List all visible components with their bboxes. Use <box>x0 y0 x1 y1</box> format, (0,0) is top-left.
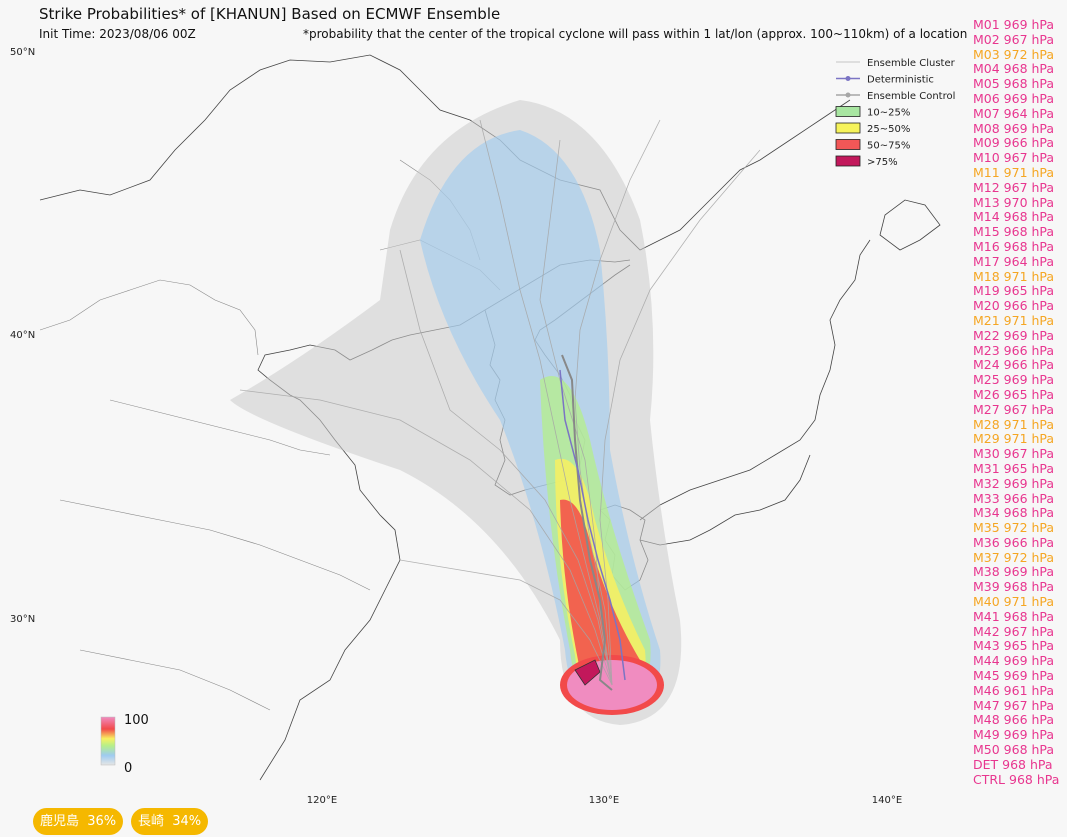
member-entry: M15 968 hPa <box>973 224 1055 240</box>
member-entry: M44 969 hPa <box>973 653 1055 669</box>
legend-label: Ensemble Control <box>867 91 955 102</box>
lat-label: 30°N <box>10 614 35 625</box>
lon-label: 140°E <box>872 795 902 806</box>
member-entry: M17 964 hPa <box>973 253 1055 269</box>
title: Strike Probabilities* of [KHANUN] Based … <box>39 5 501 23</box>
member-entry: M03 972 hPa <box>973 46 1055 62</box>
init-time: Init Time: 2023/08/06 00Z <box>39 27 196 41</box>
member-entry: M49 969 hPa <box>973 727 1055 743</box>
member-entry: M12 967 hPa <box>973 179 1055 195</box>
member-entry: M01 969 hPa <box>973 17 1055 32</box>
member-entry: M38 969 hPa <box>973 564 1055 580</box>
location-badge: 長崎 34% <box>131 808 209 835</box>
member-entry: M25 969 hPa <box>973 372 1055 388</box>
legend-label: >75% <box>867 157 898 168</box>
legend-swatch <box>835 106 861 117</box>
control-track <box>561 354 613 691</box>
member-entry: M41 968 hPa <box>973 608 1055 624</box>
lat-label: 50°N <box>10 47 35 58</box>
legend-label: 50~75% <box>867 141 910 152</box>
legend-label: Deterministic <box>867 75 934 86</box>
member-entry: M46 961 hPa <box>973 682 1055 698</box>
legend-swatch <box>835 139 861 150</box>
member-entry: M18 971 hPa <box>973 268 1055 284</box>
member-entry: M48 966 hPa <box>973 712 1055 728</box>
member-entry: M33 966 hPa <box>973 490 1055 506</box>
member-entry: M14 968 hPa <box>973 209 1055 225</box>
legend-swatch <box>835 155 861 167</box>
member-entry: M11 971 hPa <box>973 164 1055 180</box>
lon-label: 120°E <box>307 795 337 806</box>
member-entry: M26 965 hPa <box>973 386 1055 402</box>
member-list: M01 969 hPa M02 967 hPa M03 972 hPa M04 968… <box>973 17 1060 787</box>
member-entry: M23 966 hPa <box>973 342 1055 358</box>
colorbar-min: 0 <box>124 761 132 776</box>
member-entry: M02 967 hPa <box>973 31 1055 47</box>
member-entry: M27 967 hPa <box>973 401 1055 417</box>
member-entry: M29 971 hPa <box>973 431 1055 447</box>
legend-label: 25~50% <box>867 124 910 135</box>
legend-dot <box>845 92 851 98</box>
member-entry: M20 966 hPa <box>973 298 1055 314</box>
lat-label: 40°N <box>10 330 35 341</box>
member-entry: CTRL 968 hPa <box>973 771 1060 787</box>
legend: Ensemble Cluster Deterministic Ensemble Co… <box>835 58 956 168</box>
member-entry: M05 968 hPa <box>973 76 1055 92</box>
member-entry: M35 972 hPa <box>973 520 1055 536</box>
member-entry: M32 969 hPa <box>973 475 1055 491</box>
member-entry: M08 969 hPa <box>973 120 1055 136</box>
member-entry: M21 971 hPa <box>973 312 1055 328</box>
member-entry: M10 967 hPa <box>973 150 1055 166</box>
location-badge: 鹿児島 36% <box>33 808 124 835</box>
member-entry: M39 968 hPa <box>973 579 1055 595</box>
member-entry: M34 968 hPa <box>973 505 1055 521</box>
member-entry: M04 968 hPa <box>973 61 1055 77</box>
deterministic-track <box>559 369 626 681</box>
member-entry: M24 966 hPa <box>973 357 1055 373</box>
member-entry: M50 968 hPa <box>973 742 1055 758</box>
member-entry: M16 968 hPa <box>973 238 1055 254</box>
legend-label: 10~25% <box>867 108 910 119</box>
member-entry: M31 965 hPa <box>973 460 1055 476</box>
member-entry: M36 966 hPa <box>973 534 1055 550</box>
member-entry: M22 969 hPa <box>973 327 1055 343</box>
legend-dot <box>845 76 851 81</box>
member-entry: M19 965 hPa <box>973 283 1055 299</box>
axis-labels: 50°N 40°N 30°N 120°E 130°E 140°E <box>10 47 902 806</box>
borders <box>39 159 501 711</box>
member-entry: M43 965 hPa <box>973 638 1055 654</box>
member-entry: M40 971 hPa <box>973 594 1055 610</box>
member-entry: M09 966 hPa <box>973 135 1055 151</box>
member-entry: M42 967 hPa <box>973 623 1055 639</box>
legend-swatch <box>835 122 861 134</box>
member-entry: M47 967 hPa <box>973 697 1055 713</box>
member-entry: M28 971 hPa <box>973 416 1055 432</box>
member-entry: M07 964 hPa <box>973 105 1055 121</box>
colorbar-max: 100 <box>124 713 149 728</box>
colorbar <box>100 716 116 766</box>
member-entry: M30 967 hPa <box>973 446 1055 462</box>
legend-label: Ensemble Cluster <box>867 58 956 69</box>
member-entry: M13 970 hPa <box>973 194 1055 210</box>
ensemble-tracks <box>239 119 761 686</box>
member-entry: M37 972 hPa <box>973 549 1055 565</box>
member-entry: M06 969 hPa <box>973 90 1055 106</box>
lon-label: 130°E <box>589 795 619 806</box>
note: *probability that the center of the trop… <box>303 27 968 41</box>
member-entry: M45 969 hPa <box>973 668 1055 684</box>
member-entry: DET 968 hPa <box>973 756 1053 772</box>
